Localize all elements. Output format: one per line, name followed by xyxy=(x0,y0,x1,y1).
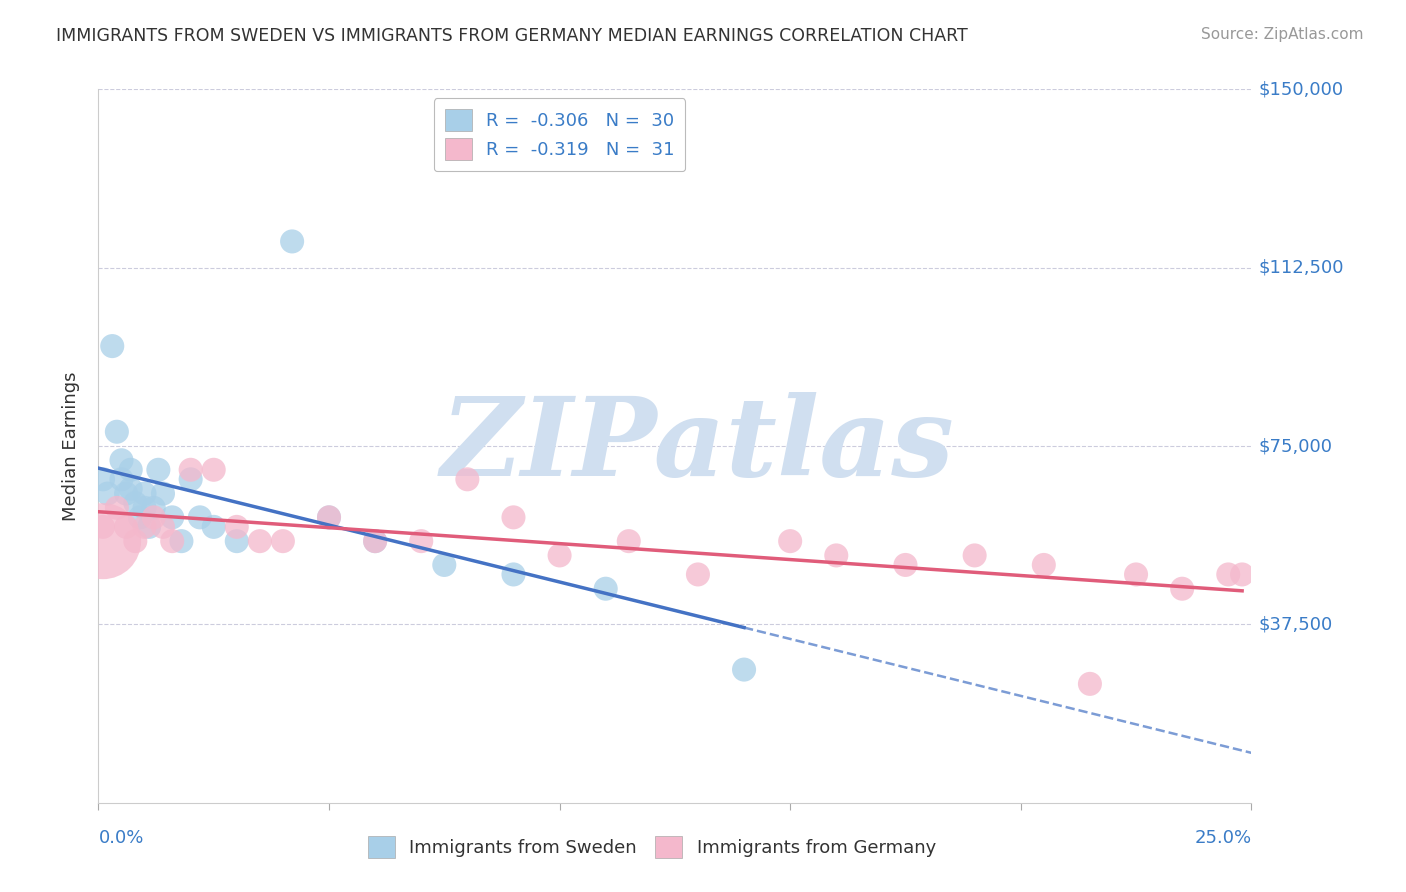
Point xyxy=(124,534,146,549)
Point xyxy=(110,472,132,486)
Point xyxy=(152,520,174,534)
Point xyxy=(134,486,156,500)
Point xyxy=(1171,582,1194,596)
Text: 25.0%: 25.0% xyxy=(1194,829,1251,847)
Text: $112,500: $112,500 xyxy=(1258,259,1344,277)
Point xyxy=(225,534,247,549)
Point xyxy=(120,482,142,496)
Point xyxy=(1032,558,1054,572)
Point xyxy=(617,534,640,549)
Point xyxy=(110,453,132,467)
Point xyxy=(779,534,801,549)
Y-axis label: Median Earnings: Median Earnings xyxy=(62,371,80,521)
Point xyxy=(91,472,114,486)
Point xyxy=(160,534,183,549)
Point xyxy=(456,472,478,486)
Point xyxy=(364,534,387,549)
Text: $37,500: $37,500 xyxy=(1258,615,1333,633)
Point xyxy=(170,534,193,549)
Point xyxy=(433,558,456,572)
Point xyxy=(115,520,138,534)
Point xyxy=(97,486,120,500)
Point xyxy=(548,549,571,563)
Point xyxy=(281,235,304,249)
Point xyxy=(894,558,917,572)
Text: $75,000: $75,000 xyxy=(1258,437,1333,455)
Point xyxy=(225,520,247,534)
Point xyxy=(91,534,114,549)
Point xyxy=(686,567,709,582)
Point xyxy=(120,463,142,477)
Point xyxy=(318,510,340,524)
Point xyxy=(134,520,156,534)
Text: 0.0%: 0.0% xyxy=(98,829,143,847)
Point xyxy=(160,510,183,524)
Point xyxy=(105,500,128,515)
Point xyxy=(180,472,202,486)
Point xyxy=(1218,567,1240,582)
Point xyxy=(105,425,128,439)
Point xyxy=(138,520,160,534)
Point xyxy=(202,463,225,477)
Point xyxy=(364,534,387,549)
Legend: Immigrants from Sweden, Immigrants from Germany: Immigrants from Sweden, Immigrants from … xyxy=(360,829,943,865)
Point xyxy=(502,510,524,524)
Text: IMMIGRANTS FROM SWEDEN VS IMMIGRANTS FROM GERMANY MEDIAN EARNINGS CORRELATION CH: IMMIGRANTS FROM SWEDEN VS IMMIGRANTS FRO… xyxy=(56,27,967,45)
Point xyxy=(115,486,138,500)
Point xyxy=(188,510,211,524)
Point xyxy=(142,500,165,515)
Point xyxy=(271,534,294,549)
Point xyxy=(733,663,755,677)
Point xyxy=(101,339,124,353)
Point xyxy=(148,463,170,477)
Point xyxy=(1078,677,1101,691)
Point xyxy=(411,534,433,549)
Point xyxy=(249,534,271,549)
Point xyxy=(124,496,146,510)
Point xyxy=(502,567,524,582)
Point xyxy=(1230,567,1253,582)
Point xyxy=(595,582,617,596)
Text: Source: ZipAtlas.com: Source: ZipAtlas.com xyxy=(1201,27,1364,42)
Point xyxy=(963,549,986,563)
Point xyxy=(134,500,156,515)
Point xyxy=(152,486,174,500)
Point xyxy=(180,463,202,477)
Point xyxy=(318,510,340,524)
Point xyxy=(129,510,152,524)
Point xyxy=(142,510,165,524)
Text: $150,000: $150,000 xyxy=(1258,80,1344,98)
Point xyxy=(202,520,225,534)
Text: ZIPatlas: ZIPatlas xyxy=(441,392,955,500)
Point xyxy=(91,520,114,534)
Point xyxy=(825,549,848,563)
Point xyxy=(1125,567,1147,582)
